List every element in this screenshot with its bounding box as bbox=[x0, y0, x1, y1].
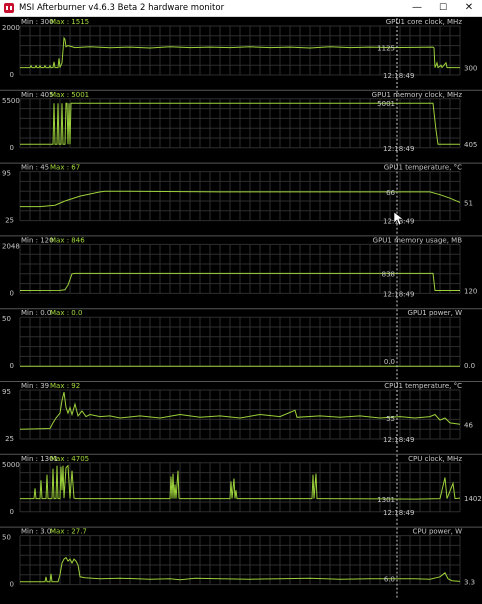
graph-min-label: Min : 300 bbox=[21, 18, 54, 26]
graph-trace-line bbox=[19, 391, 461, 430]
graph-max-label: Max : 92 bbox=[50, 382, 80, 390]
graph-title: GPU1 power, W bbox=[408, 309, 463, 317]
y-axis-max-label: 50 bbox=[2, 315, 11, 323]
cursor-value-label: 1301 bbox=[377, 496, 395, 504]
current-value-label: 46 bbox=[464, 421, 473, 429]
y-axis-max-label: 2048 bbox=[2, 242, 20, 250]
y-axis-min-label: 0 bbox=[10, 71, 14, 79]
cursor-time-label: 12:18:49 bbox=[383, 290, 414, 298]
graph-min-label: Min : 405 bbox=[21, 91, 54, 99]
y-axis-min-label: 0 bbox=[10, 144, 14, 152]
graph-max-label: Max : 67 bbox=[50, 164, 80, 172]
cursor-value-label: 66 bbox=[386, 189, 395, 197]
graph-title: CPU clock, MHz bbox=[408, 455, 462, 463]
y-axis-max-label: 2000 bbox=[2, 24, 20, 32]
window-title: MSI Afterburner v4.6.3 Beta 2 hardware m… bbox=[19, 3, 225, 13]
maximize-button[interactable]: ☐ bbox=[438, 3, 448, 13]
cursor-value-label: 55 bbox=[386, 415, 395, 423]
title-bar[interactable]: MSI Afterburner v4.6.3 Beta 2 hardware m… bbox=[0, 0, 482, 17]
graph-title: CPU power, W bbox=[413, 528, 463, 536]
current-value-label: 3.3 bbox=[464, 578, 475, 586]
y-axis-min-label: 0 bbox=[10, 508, 14, 516]
graph-title: GPU1 temperature, °C bbox=[384, 164, 462, 172]
graph-min-label: Min : 3.0 bbox=[21, 528, 51, 536]
cursor-value-label: 0.0 bbox=[384, 358, 395, 366]
graph-max-label: Max : 4705 bbox=[50, 455, 89, 463]
monitoring-graphs-panel[interactable]: Min : 300 Max : 1515 GPU1 core clock, MHz 2… bbox=[0, 17, 482, 600]
current-value-label: 405 bbox=[464, 141, 477, 149]
graph-trace-line bbox=[20, 556, 461, 583]
cursor-value-label: 5001 bbox=[377, 100, 395, 108]
y-axis-min-label: 0 bbox=[10, 581, 14, 589]
y-axis-min-label: 0 bbox=[10, 362, 14, 370]
graph-max-label: Max : 846 bbox=[50, 236, 85, 244]
y-axis-max-label: 95 bbox=[2, 170, 11, 178]
cursor-value-label: 838 bbox=[382, 270, 395, 278]
graph-min-label: Min : 39 bbox=[21, 382, 49, 390]
y-axis-max-label: 50 bbox=[2, 534, 11, 542]
graph-min-label: Min : 1301 bbox=[21, 455, 58, 463]
cursor-time-label: 12:18:49 bbox=[383, 436, 414, 444]
current-value-label: 0.0 bbox=[464, 362, 475, 370]
mouse-pointer-icon bbox=[393, 211, 404, 226]
cursor-value-label: 6.0 bbox=[384, 576, 395, 584]
graph-title: CPU1 temperature, °C bbox=[384, 382, 462, 390]
graph-title: GPU1 core clock, MHz bbox=[386, 18, 463, 26]
cursor-value-label: 1125 bbox=[377, 44, 395, 52]
y-axis-min-label: 0 bbox=[10, 289, 14, 297]
graph-trace-line bbox=[20, 36, 460, 69]
close-button[interactable]: ✕ bbox=[464, 2, 474, 13]
minimize-button[interactable]: — bbox=[412, 2, 422, 13]
graph-min-label: Min : 0.0 bbox=[21, 309, 51, 317]
cursor-time-label: 12:18:49 bbox=[383, 145, 414, 153]
cursor-time-label: 12:18:49 bbox=[383, 509, 414, 517]
current-value-label: 51 bbox=[464, 199, 473, 207]
graph-max-label: Max : 0.0 bbox=[50, 309, 82, 317]
graph-min-label: Min : 45 bbox=[21, 164, 49, 172]
y-axis-max-label: 5500 bbox=[2, 97, 20, 105]
graph-trace-line bbox=[20, 190, 461, 208]
graph-min-label: Min : 120 bbox=[21, 236, 54, 244]
graph-max-label: Max : 27.7 bbox=[50, 528, 87, 536]
graph-trace-line bbox=[19, 272, 460, 291]
graph-title: GPU1 memory clock, MHz bbox=[372, 91, 463, 99]
graph-max-label: Max : 1515 bbox=[50, 18, 89, 26]
current-value-label: 120 bbox=[464, 288, 477, 296]
msi-afterburner-app-icon bbox=[4, 3, 14, 13]
y-axis-min-label: 25 bbox=[5, 435, 14, 443]
graph-trace-line bbox=[20, 102, 460, 145]
graph-max-label: Max : 5001 bbox=[50, 91, 89, 99]
current-value-label: 300 bbox=[464, 65, 477, 73]
graph-title: GPU1 memory usage, MB bbox=[373, 236, 463, 244]
y-axis-max-label: 5000 bbox=[2, 461, 20, 469]
y-axis-min-label: 25 bbox=[5, 217, 14, 225]
current-value-label: 1402 bbox=[464, 495, 482, 503]
cursor-time-label: 12:18:49 bbox=[383, 72, 414, 80]
graph-trace-line bbox=[20, 464, 461, 500]
y-axis-max-label: 95 bbox=[2, 388, 11, 396]
